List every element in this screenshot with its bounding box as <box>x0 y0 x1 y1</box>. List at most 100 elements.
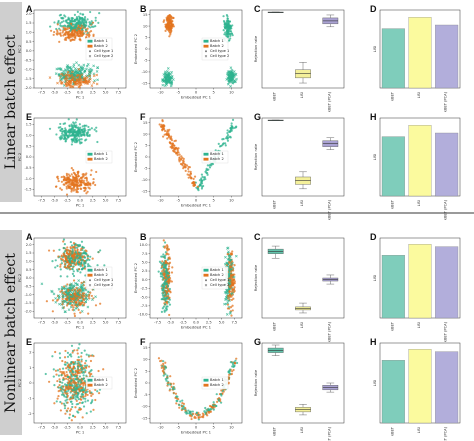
scatter-point <box>73 247 76 250</box>
scatter-point <box>164 29 167 33</box>
scatter-point <box>59 29 62 32</box>
y-tick-label: 5.0 <box>142 261 148 265</box>
scatter-point <box>181 399 184 402</box>
scatter-point <box>78 261 81 264</box>
scatter-point <box>166 305 169 308</box>
scatter-point <box>86 18 89 21</box>
scatter-point <box>60 72 63 76</box>
scatter-point <box>66 355 70 358</box>
scatter-point <box>70 355 73 358</box>
scatter-point <box>176 399 179 403</box>
scatter-point <box>91 21 95 24</box>
scatter-point <box>66 351 70 355</box>
scatter-point <box>69 377 72 380</box>
x-axis-label: PC 1 <box>76 95 85 100</box>
y-tick-label: 1.0 <box>26 30 32 34</box>
scatter-point <box>170 76 174 80</box>
x-tick-label: 7.5 <box>115 199 121 203</box>
scatter-point <box>69 267 72 271</box>
scatter-point <box>92 177 95 181</box>
scatter-point <box>168 25 171 28</box>
scatter-point <box>161 120 164 123</box>
scatter-point <box>163 256 167 260</box>
scatter-point <box>79 67 83 70</box>
scatter-point <box>71 17 74 20</box>
scatter-point <box>186 173 189 176</box>
scatter-point <box>92 34 95 38</box>
scatter-point <box>200 415 204 418</box>
scatter-point <box>71 23 74 26</box>
scatter-point <box>48 127 52 130</box>
scatter-point <box>163 70 167 74</box>
x-tick-label: -2.5 <box>64 91 71 95</box>
scatter-point <box>66 298 69 301</box>
scatter-point <box>79 271 82 274</box>
scatter-point <box>69 39 72 42</box>
scatter-point <box>225 78 229 81</box>
scatter-point <box>180 157 183 161</box>
y-tick-label: 15 <box>143 13 148 17</box>
scatter-point <box>73 32 76 35</box>
scatter-point <box>230 122 233 125</box>
scatter-point <box>87 35 91 38</box>
scatter-point <box>87 68 91 72</box>
scatter-point <box>83 127 86 130</box>
scatter-point <box>84 25 87 28</box>
scatter-point <box>192 177 195 180</box>
scatter-point <box>181 407 184 410</box>
scatter-point <box>60 136 64 139</box>
scatter-point <box>87 182 91 185</box>
scatter-point <box>73 312 76 315</box>
scatter-point <box>68 183 71 186</box>
scatter-point <box>71 82 75 86</box>
scatter-point <box>72 189 75 192</box>
y-axis-label: Rejection rate <box>253 264 258 291</box>
scatter-point <box>70 244 74 247</box>
scatter-point <box>158 123 161 126</box>
section-label-linear: Linear batch effect <box>0 2 22 202</box>
scatter-point <box>77 175 80 178</box>
scatter-point <box>165 25 168 29</box>
scatter-point <box>229 34 232 37</box>
scatter-point <box>61 367 65 370</box>
scatter-point <box>70 167 73 170</box>
scatter-point <box>75 384 78 388</box>
scatter-point <box>87 79 91 82</box>
category-label: kBET (PCA) <box>327 91 331 112</box>
scatter-point <box>179 400 182 403</box>
scatter-point <box>80 303 83 306</box>
scatter-point <box>89 359 93 363</box>
scatter-point <box>211 162 215 166</box>
scatter-point <box>64 69 68 73</box>
scatter-point <box>164 245 167 248</box>
scatter-point <box>77 81 81 85</box>
scatter-point <box>162 253 165 256</box>
scatter-point <box>85 353 88 356</box>
scatter-point <box>64 82 68 86</box>
scatter-point <box>78 292 81 296</box>
scatter-point <box>85 138 88 141</box>
y-tick-label: 0.0 <box>142 278 148 282</box>
scatter-point <box>71 35 75 38</box>
scatter-point <box>85 35 88 39</box>
scatter-point <box>172 385 175 389</box>
scatter-point <box>162 360 165 363</box>
x-axis-label: PC 1 <box>76 203 85 208</box>
scatter-point <box>48 380 51 383</box>
scatter-point <box>63 183 66 186</box>
x-tick-label: 5.0 <box>219 321 225 325</box>
scatter-point <box>223 21 226 24</box>
scatter-point <box>210 406 214 409</box>
x-tick-label: -7.5 <box>38 199 45 203</box>
scatter-point <box>204 406 207 410</box>
scatter-point <box>86 258 89 261</box>
scatter-point <box>164 303 167 306</box>
scatter-point <box>170 147 173 150</box>
category-label: LISI <box>417 92 421 98</box>
x-tick-label: 2.5 <box>90 321 96 325</box>
y-tick-label: 0 <box>145 155 148 159</box>
y-tick-label: -1.5 <box>24 188 31 192</box>
x-tick-label: -5.0 <box>167 321 175 325</box>
scatter-point <box>83 78 87 81</box>
